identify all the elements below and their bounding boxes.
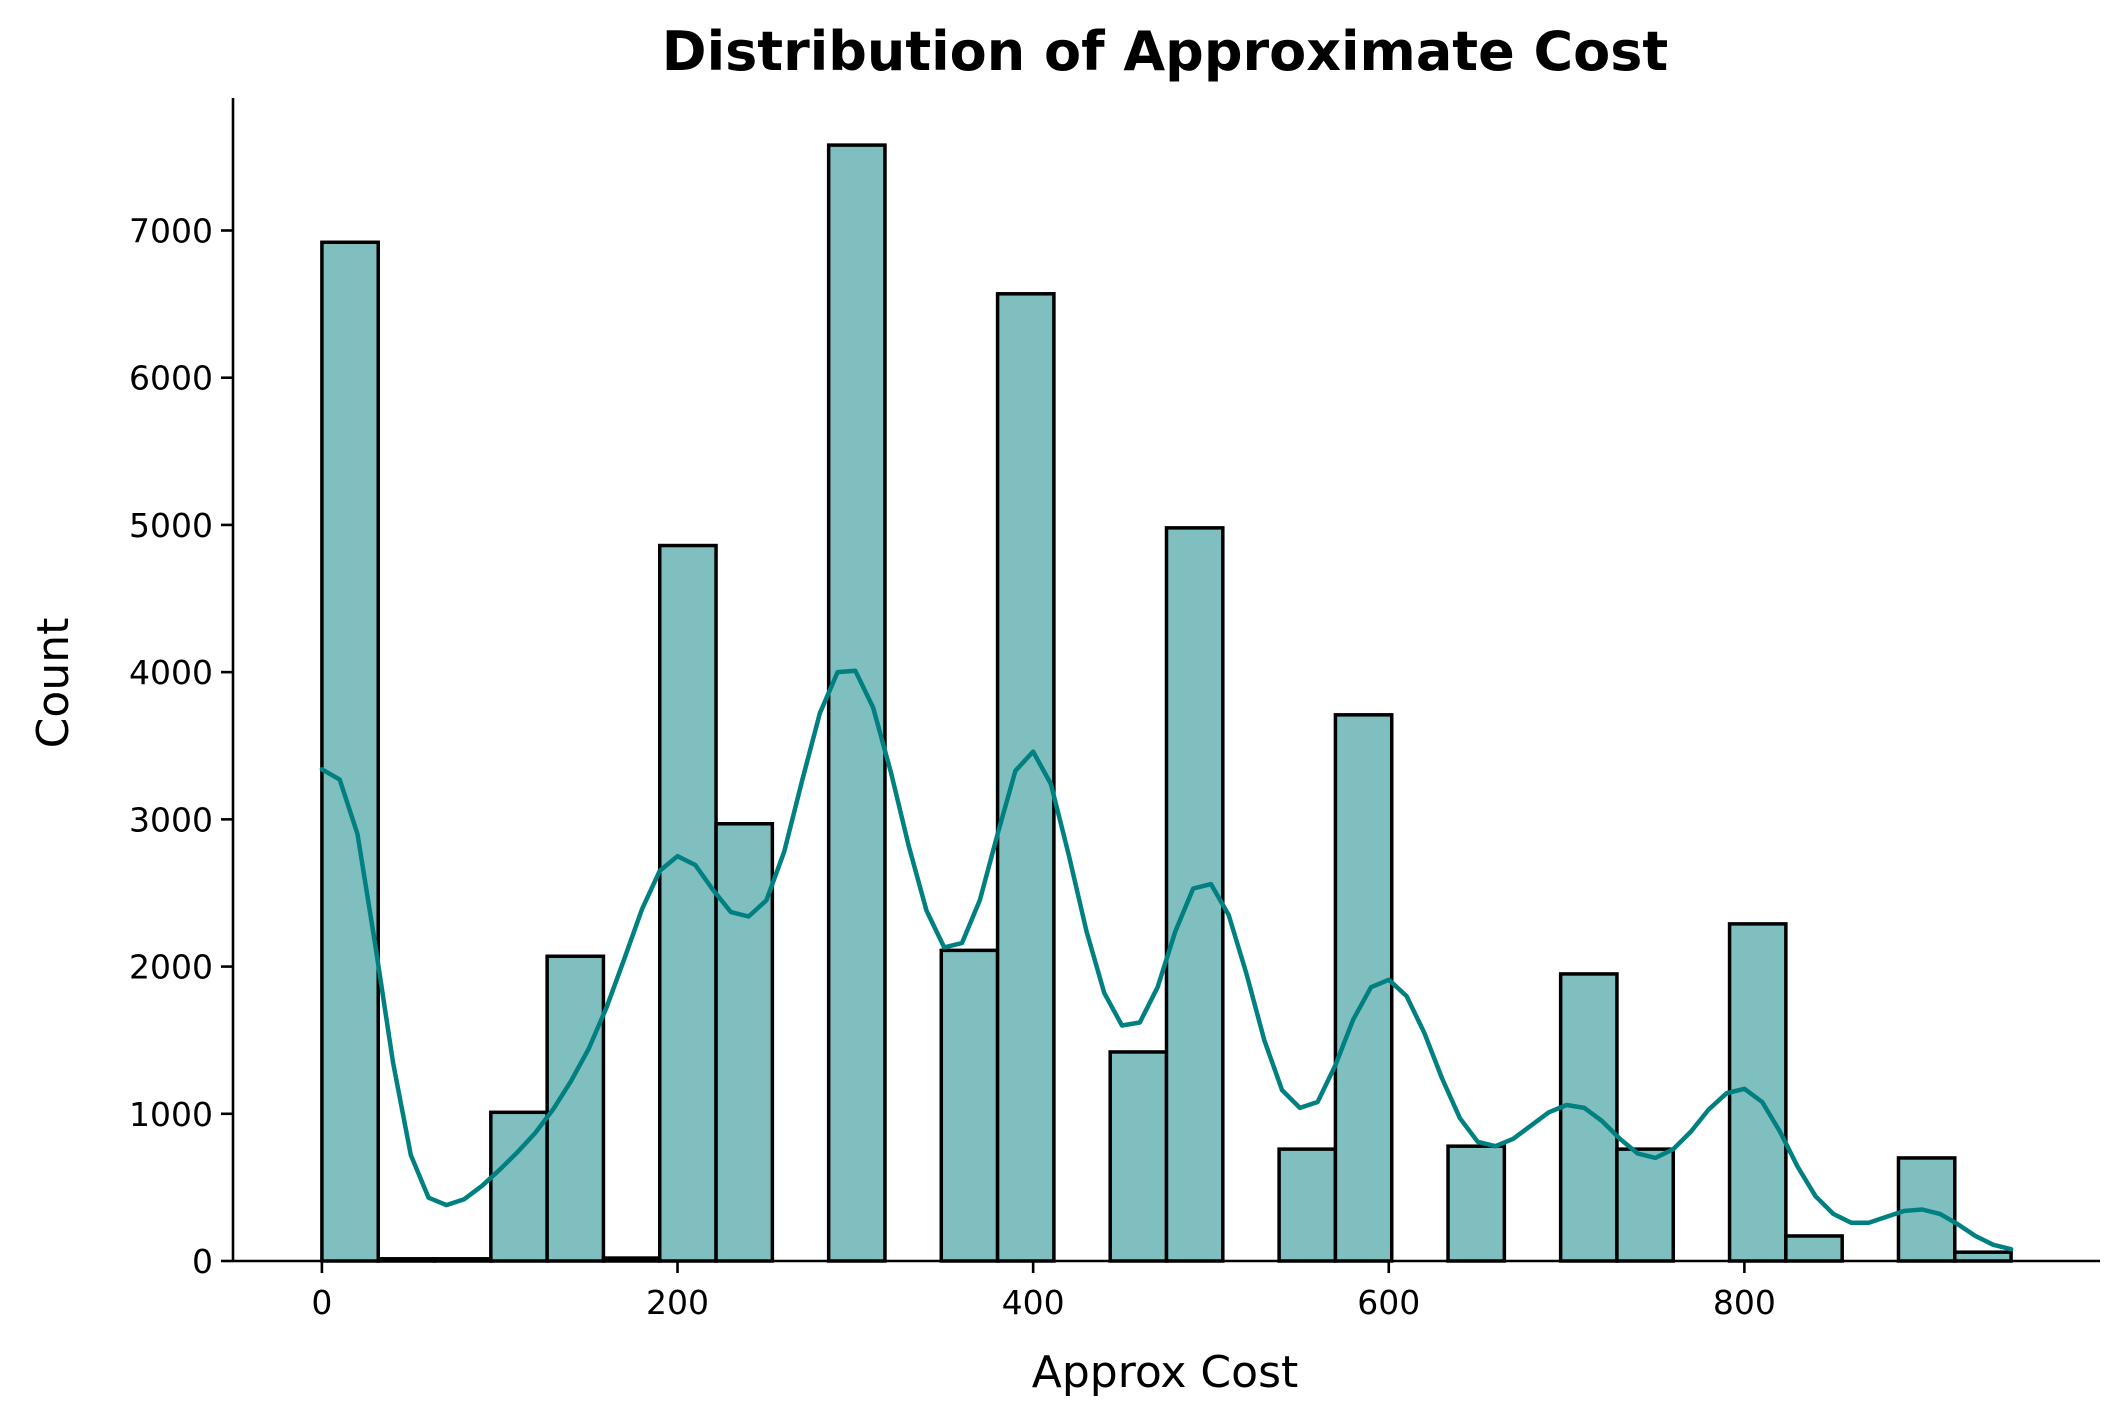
histogram-bar-18 — [1333, 713, 1394, 1263]
histogram-bar-0 — [320, 240, 380, 1263]
histogram-bar-4 — [545, 954, 606, 1263]
x-tick-label: 400 — [1002, 1283, 1065, 1322]
y-tick-label: 0 — [192, 1242, 213, 1281]
histogram-bar-15 — [1164, 526, 1225, 1263]
histogram-bar-3 — [489, 1110, 549, 1263]
y-axis-ticks: 0 1000 2000 3000 4000 5000 6000 7000 — [129, 211, 233, 1281]
histogram-bar-6 — [657, 543, 718, 1263]
histogram-bar-17 — [1277, 1147, 1338, 1263]
kde-line — [319, 668, 2014, 1252]
y-tick-label: 5000 — [129, 506, 213, 545]
x-tick-label: 600 — [1357, 1283, 1420, 1322]
y-tick-label: 1000 — [129, 1095, 213, 1134]
histogram-bar-9 — [826, 143, 887, 1263]
y-tick-label: 7000 — [129, 211, 213, 250]
x-tick-label: 0 — [311, 1283, 332, 1322]
x-axis-label: Approx Cost — [1032, 1347, 1299, 1398]
histogram-bar-29 — [1953, 1250, 2013, 1263]
histogram-bar-14 — [1108, 1050, 1169, 1263]
histogram-bar-11 — [939, 948, 1000, 1263]
bars-group — [320, 143, 2013, 1263]
histogram-bar-26 — [1784, 1234, 1844, 1263]
y-axis-label: Count — [28, 618, 79, 749]
histogram-bar-20 — [1446, 1144, 1507, 1263]
x-axis-ticks: 0 200 400 600 800 — [311, 1261, 1776, 1322]
histogram-bar-25 — [1727, 922, 1788, 1263]
y-tick-label: 2000 — [129, 948, 213, 987]
histogram-bar-23 — [1615, 1147, 1676, 1263]
y-tick-label: 3000 — [129, 800, 213, 839]
y-tick-label: 4000 — [129, 653, 213, 692]
histogram-bar-7 — [714, 822, 775, 1263]
histogram-bar-22 — [1558, 972, 1619, 1263]
chart-title: Distribution of Approximate Cost — [662, 20, 1668, 83]
y-tick-label: 6000 — [129, 359, 213, 398]
x-tick-label: 200 — [646, 1283, 709, 1322]
x-tick-label: 800 — [1713, 1283, 1776, 1322]
